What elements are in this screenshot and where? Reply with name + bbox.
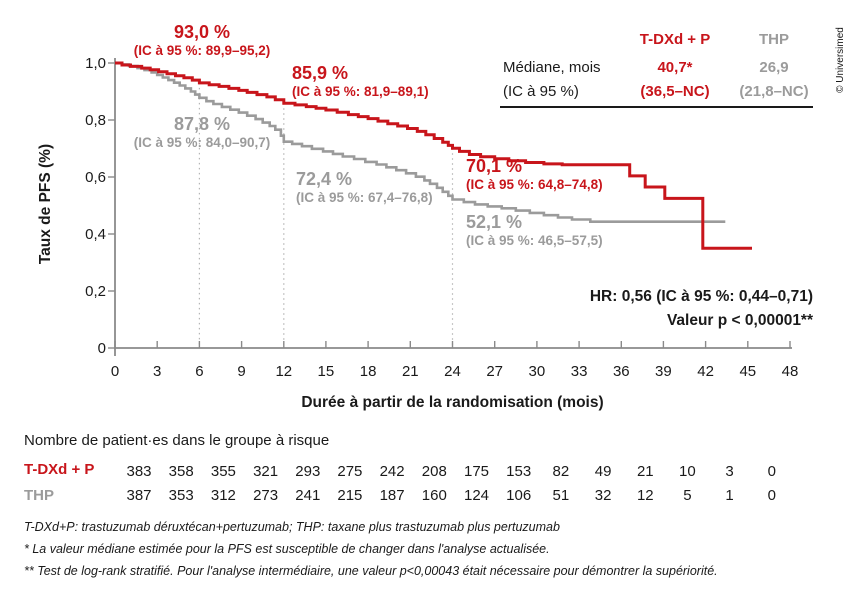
risk-count: 241 — [295, 487, 320, 504]
x-tick-label: 45 — [739, 363, 756, 380]
landmark-annotation-thp-12mo: 72,4 % (IC à 95 %: 67,4–76,8) — [296, 169, 433, 206]
risk-count: 1 — [725, 487, 733, 504]
footnote-logrank: ** Test de log-rank stratifié. Pour l'an… — [24, 564, 718, 578]
risk-count: 273 — [253, 487, 278, 504]
x-tick-label: 21 — [402, 363, 419, 380]
risk-count: 353 — [169, 487, 194, 504]
risk-count: 153 — [506, 463, 531, 480]
x-tick-label: 6 — [195, 363, 203, 380]
x-axis-title: Durée à partir de la randomisation (mois… — [301, 394, 604, 411]
risk-count: 358 — [169, 463, 194, 480]
y-tick-label: 0,8 — [85, 112, 106, 129]
risk-count: 242 — [380, 463, 405, 480]
median-table-header-thp: THP — [759, 31, 789, 48]
risk-count: 12 — [637, 487, 654, 504]
median-table-header-tdxd: T-DXd + P — [639, 31, 711, 48]
risk-count: 383 — [126, 463, 151, 480]
risk-count: 208 — [422, 463, 447, 480]
footnote-median-estimate: * La valeur médiane estimée pour la PFS … — [24, 542, 550, 556]
median-table-underline — [500, 106, 813, 108]
y-tick-label: 0,4 — [85, 226, 106, 243]
risk-count: 215 — [337, 487, 362, 504]
x-tick-label: 36 — [613, 363, 630, 380]
x-tick-label: 33 — [571, 363, 588, 380]
y-tick-label: 0 — [98, 340, 106, 357]
landmark-value: 85,9 % — [292, 63, 349, 83]
x-tick-label: 48 — [782, 363, 799, 380]
landmark-annotation-thp-24mo: 52,1 % (IC à 95 %: 46,5–57,5) — [466, 212, 603, 249]
landmark-ci: (IC à 95 %: 89,9–95,2) — [133, 43, 271, 59]
risk-count: 124 — [464, 487, 489, 504]
landmark-ci: (IC à 95 %: 64,8–74,8) — [466, 177, 603, 193]
risk-count: 387 — [126, 487, 151, 504]
y-tick-label: 1,0 — [85, 55, 106, 72]
risk-count: 51 — [553, 487, 570, 504]
landmark-ci: (IC à 95 %: 67,4–76,8) — [296, 190, 433, 206]
median-ci-thp: (21,8–NC) — [739, 83, 809, 100]
hr-annotation: HR: 0,56 (IC à 95 %: 0,44–0,71) Valeur p… — [500, 285, 813, 333]
risk-count: 312 — [211, 487, 236, 504]
risk-count: 3 — [725, 463, 733, 480]
landmark-ci: (IC à 95 %: 84,0–90,7) — [133, 135, 271, 151]
median-value-tdxd: 40,7* — [657, 59, 693, 76]
risk-count: 21 — [637, 463, 654, 480]
hr-line: HR: 0,56 (IC à 95 %: 0,44–0,71) — [589, 288, 813, 305]
footnote-abbreviations: T-DXd+P: trastuzumab déruxtécan+pertuzum… — [24, 520, 560, 534]
x-tick-label: 9 — [237, 363, 245, 380]
copyright-notice: © Universimed — [835, 27, 846, 93]
risk-row-label-thp: THP — [24, 487, 54, 504]
p-value-line: Valeur p < 0,00001** — [666, 312, 813, 329]
risk-count: 5 — [683, 487, 691, 504]
landmark-ci: (IC à 95 %: 46,5–57,5) — [466, 233, 603, 249]
risk-count: 160 — [422, 487, 447, 504]
landmark-annotation-tdxd-24mo: 70,1 % (IC à 95 %: 64,8–74,8) — [466, 156, 603, 193]
median-table: T-DXd + P THP Médiane, mois 40,7* 26,9 (… — [500, 28, 824, 112]
risk-count: 106 — [506, 487, 531, 504]
landmark-value: 87,8 % — [173, 114, 231, 134]
risk-count: 10 — [679, 463, 696, 480]
km-curve-THP — [115, 61, 726, 223]
risk-count: 355 — [211, 463, 236, 480]
risk-count: 275 — [337, 463, 362, 480]
y-tick-label: 0,6 — [85, 169, 106, 186]
x-tick-label: 24 — [444, 363, 461, 380]
x-tick-label: 30 — [529, 363, 546, 380]
risk-count: 0 — [768, 463, 776, 480]
x-tick-label: 18 — [360, 363, 377, 380]
x-tick-label: 0 — [111, 363, 119, 380]
landmark-value: 52,1 % — [466, 212, 523, 232]
landmark-value: 72,4 % — [296, 169, 353, 189]
x-tick-label: 39 — [655, 363, 672, 380]
median-value-thp: 26,9 — [759, 59, 789, 76]
landmark-annotation-tdxd-12mo: 85,9 % (IC à 95 %: 81,9–89,1) — [292, 63, 429, 100]
risk-count: 187 — [380, 487, 405, 504]
y-axis-title: Taux de PFS (%) — [37, 143, 54, 265]
landmark-value: 93,0 % — [173, 22, 231, 42]
x-tick-label: 15 — [318, 363, 335, 380]
x-tick-label: 12 — [275, 363, 292, 380]
landmark-value: 70,1 % — [466, 156, 523, 176]
median-row-label: Médiane, mois — [503, 59, 601, 76]
x-tick-label: 27 — [486, 363, 503, 380]
risk-table-title: Nombre de patient·es dans le groupe à ri… — [24, 432, 330, 449]
median-ci-label: (IC à 95 %) — [503, 83, 579, 100]
landmark-annotation-tdxd-6mo: 93,0 % (IC à 95 %: 89,9–95,2) — [116, 22, 288, 59]
x-tick-label: 42 — [697, 363, 714, 380]
median-ci-tdxd: (36,5–NC) — [640, 83, 710, 100]
risk-count: 0 — [768, 487, 776, 504]
risk-count: 82 — [553, 463, 570, 480]
risk-count: 175 — [464, 463, 489, 480]
risk-count: 321 — [253, 463, 278, 480]
km-curve-T-DXd+P — [115, 61, 752, 250]
landmark-ci: (IC à 95 %: 81,9–89,1) — [292, 84, 429, 100]
risk-count: 49 — [595, 463, 612, 480]
y-tick-label: 0,2 — [85, 283, 106, 300]
risk-row-label-tdxd: T-DXd + P — [24, 461, 95, 478]
x-tick-label: 3 — [153, 363, 161, 380]
landmark-annotation-thp-6mo: 87,8 % (IC à 95 %: 84,0–90,7) — [116, 114, 288, 151]
risk-count: 293 — [295, 463, 320, 480]
risk-count: 32 — [595, 487, 612, 504]
